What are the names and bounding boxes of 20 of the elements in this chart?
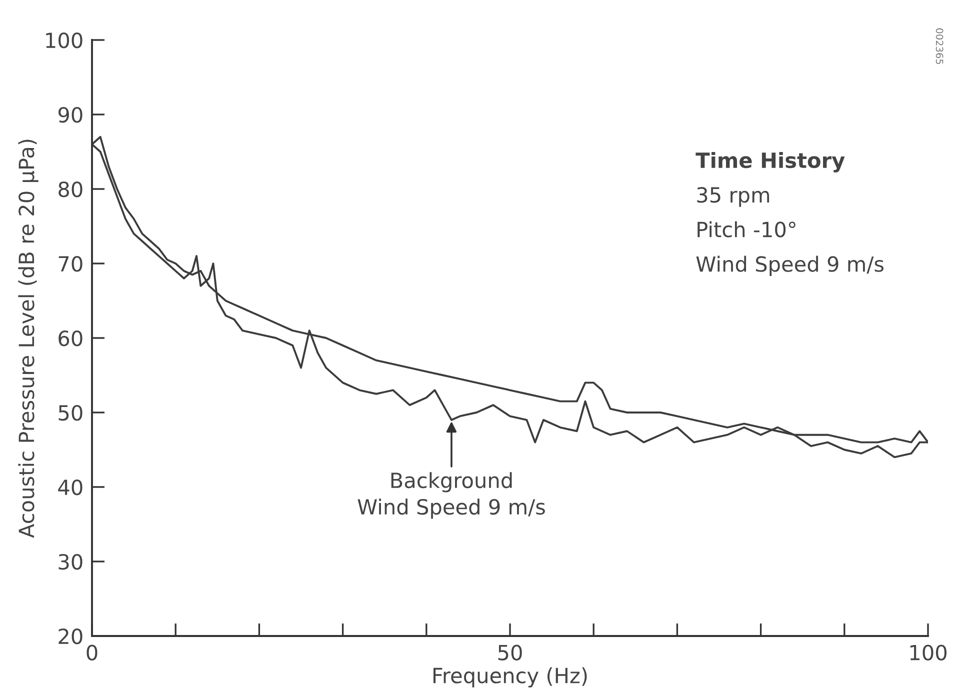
x-tick-label: 50 bbox=[498, 644, 522, 660]
annotation: Wind Speed 9 m/s bbox=[696, 256, 884, 276]
y-tick-label: 80 bbox=[58, 181, 82, 198]
x-axis-title: Frequency (Hz) bbox=[433, 667, 587, 688]
annotation: Time History bbox=[696, 152, 845, 172]
y-tick-label: 50 bbox=[58, 404, 82, 421]
y-tick-label: 30 bbox=[58, 554, 82, 570]
annotation: Background Wind Speed 9 m/s bbox=[358, 472, 545, 519]
x-tick-label: 0 bbox=[86, 644, 98, 660]
y-tick-label: 100 bbox=[46, 32, 82, 48]
y-axis-title: Acoustic Pressure Level (dB re 20 μPa) bbox=[18, 140, 38, 538]
y-tick-label: 40 bbox=[58, 479, 82, 496]
y-tick-label: 90 bbox=[58, 106, 82, 123]
y-tick-label: 60 bbox=[58, 330, 82, 346]
y-tick-label: 20 bbox=[58, 628, 82, 644]
text: 002365 bbox=[936, 28, 944, 64]
annotation: Pitch -10° bbox=[698, 221, 796, 238]
x-tick-label: 100 bbox=[910, 644, 946, 660]
y-tick-label: 70 bbox=[58, 256, 82, 272]
annotation: 35 rpm bbox=[697, 187, 770, 207]
